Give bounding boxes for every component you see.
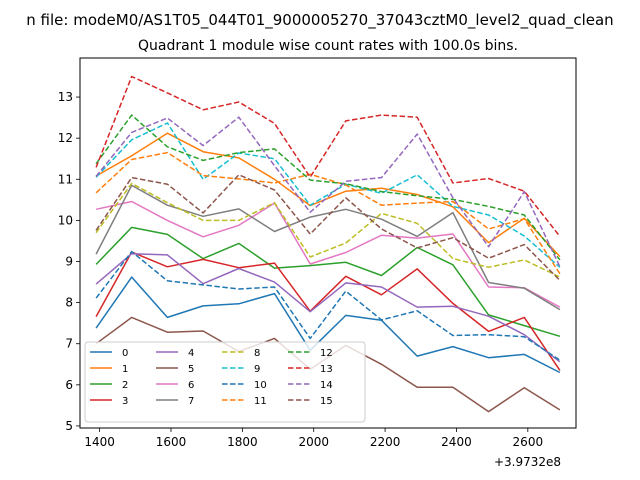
axis-ticks: 1400 1600 1800 2000 2200 2400 2600567891011121… — [58, 90, 543, 449]
figure-suptitle: n file: modeM0/AS1T05_044T01_9000005270_… — [26, 11, 613, 30]
legend-label-1: 1 — [122, 364, 128, 375]
y-tick-label: 5 — [65, 419, 73, 433]
series-line-14 — [95, 116, 561, 268]
legend-box — [84, 341, 366, 423]
series-line-11 — [95, 151, 561, 275]
legend-label-6: 6 — [188, 380, 194, 391]
legend-label-14: 14 — [320, 380, 333, 391]
series-line-1 — [95, 132, 561, 258]
axes-frame — [79, 57, 577, 429]
series-line-0 — [95, 276, 561, 374]
y-tick-label: 8 — [65, 296, 73, 310]
y-tick-label: 11 — [58, 172, 73, 186]
legend-label-0: 0 — [122, 348, 128, 359]
legend-label-12: 12 — [320, 348, 333, 359]
x-tick-label: 1800 — [227, 435, 258, 449]
chart-title: Quadrant 1 module wise count rates with … — [138, 38, 518, 54]
x-tick-label: 1400 — [84, 435, 115, 449]
series-lines — [95, 75, 561, 413]
y-tick-label: 7 — [65, 337, 73, 351]
x-axis-offset-label: +3.9732e8 — [494, 455, 561, 469]
plot-area: 1400 1600 1800 2000 2200 2400 2600567891011121… — [58, 57, 577, 449]
legend-label-2: 2 — [122, 380, 128, 391]
series-line-2 — [95, 226, 561, 338]
x-tick-label: 2400 — [441, 435, 472, 449]
y-tick-label: 12 — [58, 131, 73, 145]
y-tick-label: 13 — [58, 90, 73, 104]
series-line-12 — [95, 114, 561, 261]
series-line-8 — [95, 182, 561, 278]
y-tick-label: 10 — [58, 213, 73, 227]
x-tick-label: 1600 — [156, 435, 187, 449]
y-tick-label: 9 — [65, 255, 73, 269]
legend-label-10: 10 — [254, 380, 267, 391]
legend-label-13: 13 — [320, 364, 333, 375]
legend-label-15: 15 — [320, 396, 333, 407]
legend-label-11: 11 — [254, 396, 267, 407]
series-line-15 — [95, 174, 561, 281]
legend-label-5: 5 — [188, 364, 194, 375]
series-line-4 — [95, 252, 561, 363]
series-line-10 — [95, 250, 561, 361]
x-tick-label: 2000 — [298, 435, 329, 449]
legend-label-3: 3 — [122, 396, 128, 407]
legend-label-8: 8 — [254, 348, 260, 359]
series-line-3 — [95, 251, 561, 371]
y-tick-label: 6 — [65, 378, 73, 392]
x-tick-label: 2600 — [513, 435, 544, 449]
legend-label-4: 4 — [188, 348, 194, 359]
legend-label-9: 9 — [254, 364, 260, 375]
legend-label-7: 7 — [188, 396, 194, 407]
series-line-7 — [95, 184, 561, 311]
x-tick-label: 2200 — [370, 435, 401, 449]
series-line-6 — [95, 200, 561, 308]
series-line-13 — [95, 75, 561, 237]
